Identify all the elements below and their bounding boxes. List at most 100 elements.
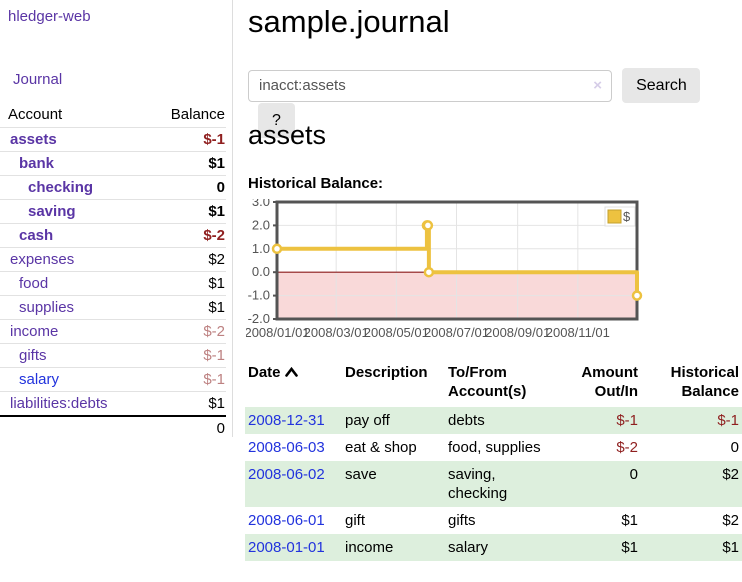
register-header-row: Date Description To/From Account(s) Amou… bbox=[245, 360, 742, 407]
account-row: gifts $-1 bbox=[0, 343, 226, 368]
account-row: supplies $1 bbox=[0, 295, 226, 320]
sidebar: hledger-web Journal Account Balance asse… bbox=[0, 0, 233, 440]
register-table: Date Description To/From Account(s) Amou… bbox=[245, 360, 742, 561]
account-balance: $-2 bbox=[140, 223, 226, 248]
account-balance: $1 bbox=[140, 199, 226, 224]
svg-text:2008/09/01: 2008/09/01 bbox=[485, 325, 550, 340]
column-header-description: Description bbox=[345, 364, 428, 381]
account-row: bank $1 bbox=[0, 151, 226, 176]
account-balance: $1 bbox=[140, 295, 226, 320]
sidebar-item-journal[interactable]: Journal bbox=[13, 71, 63, 88]
transaction-description: save bbox=[345, 466, 377, 483]
svg-text:2.0: 2.0 bbox=[252, 217, 270, 232]
account-row: saving $1 bbox=[0, 199, 226, 224]
account-row: salary $-1 bbox=[0, 367, 226, 392]
account-row: liabilities:debts $1 bbox=[0, 391, 226, 416]
transaction-balance: $-1 bbox=[717, 412, 739, 429]
transaction-description: gift bbox=[345, 512, 366, 529]
register-row: 2008-01-01 income salary $1 $1 bbox=[245, 534, 742, 561]
account-link[interactable]: supplies bbox=[19, 299, 75, 316]
transaction-amount: $-2 bbox=[616, 439, 638, 456]
transaction-description: pay off bbox=[345, 412, 390, 429]
account-row: income $-2 bbox=[0, 319, 226, 344]
column-header-date-sortable[interactable]: Date bbox=[245, 360, 342, 407]
transaction-accounts: saving, checking bbox=[448, 466, 508, 502]
account-link[interactable]: liabilities:debts bbox=[10, 395, 108, 412]
transaction-accounts: salary bbox=[448, 539, 489, 556]
svg-text:2008/11/01: 2008/11/01 bbox=[546, 325, 610, 340]
svg-text:2008/05/01: 2008/05/01 bbox=[364, 325, 429, 340]
account-link[interactable]: food bbox=[19, 275, 49, 292]
app-brand-link[interactable]: hledger-web bbox=[8, 8, 91, 25]
register-row: 2008-06-01 gift gifts $1 $2 bbox=[245, 507, 742, 534]
transaction-date-link[interactable]: 2008-06-02 bbox=[248, 466, 325, 483]
account-balance: $-1 bbox=[140, 127, 226, 152]
register-row: 2008-12-31 pay off debts $-1 $-1 bbox=[245, 407, 742, 434]
transaction-date-link[interactable]: 2008-12-31 bbox=[248, 412, 325, 429]
svg-text:2008/07/01: 2008/07/01 bbox=[424, 325, 489, 340]
help-button[interactable]: ? bbox=[258, 103, 295, 138]
column-header-balance: Historical Balance bbox=[670, 364, 739, 400]
search-form: × Search ? bbox=[248, 68, 742, 138]
chart-title: Historical Balance: bbox=[248, 175, 384, 192]
account-link[interactable]: checking bbox=[28, 179, 94, 196]
search-input[interactable] bbox=[248, 69, 612, 102]
transaction-balance: $1 bbox=[722, 539, 739, 556]
accounts-column-header-account: Account bbox=[8, 106, 63, 123]
search-button[interactable]: Search bbox=[622, 68, 701, 103]
account-balance: $1 bbox=[140, 151, 226, 176]
svg-text:2008/03/01: 2008/03/01 bbox=[304, 325, 369, 340]
clear-search-icon[interactable]: × bbox=[593, 76, 602, 94]
account-heading: assets bbox=[248, 120, 327, 150]
svg-text:0.0: 0.0 bbox=[252, 264, 270, 279]
account-link[interactable]: expenses bbox=[10, 251, 75, 268]
column-header-amount: Amount Out/In bbox=[581, 364, 638, 400]
transaction-amount: $-1 bbox=[616, 412, 638, 429]
svg-text:$: $ bbox=[623, 209, 631, 224]
register-row: 2008-06-03 eat & shop food, supplies $-2 0 bbox=[245, 434, 742, 461]
transaction-description: income bbox=[345, 539, 394, 556]
account-row: expenses $2 bbox=[0, 247, 226, 272]
account-link[interactable]: saving bbox=[28, 203, 76, 220]
transaction-date-link[interactable]: 2008-06-03 bbox=[248, 439, 325, 456]
account-link[interactable]: gifts bbox=[19, 347, 47, 364]
historical-balance-chart: 3.0 2.0 1.0 0.0 -1.0 -2.0 2008/01/01 2008/03/01… bbox=[244, 194, 742, 349]
page-title: sample.journal bbox=[248, 4, 450, 39]
transaction-balance: $2 bbox=[722, 466, 739, 483]
account-link[interactable]: bank bbox=[19, 155, 55, 172]
transaction-balance: 0 bbox=[730, 439, 739, 456]
accounts-total-row: 0 bbox=[0, 415, 226, 440]
account-row: assets $-1 bbox=[0, 127, 226, 152]
transaction-description: eat & shop bbox=[345, 439, 417, 456]
accounts-column-header-balance: Balance bbox=[170, 106, 225, 123]
transaction-amount: $1 bbox=[621, 539, 638, 556]
svg-text:1.0: 1.0 bbox=[252, 241, 270, 256]
column-header-accounts: To/From Account(s) bbox=[448, 364, 527, 400]
account-balance: $1 bbox=[140, 271, 226, 296]
svg-text:3.0: 3.0 bbox=[252, 199, 270, 209]
main-panel: sample.journal × Search ? assets Histori… bbox=[233, 0, 742, 582]
transaction-date-link[interactable]: 2008-06-01 bbox=[248, 512, 325, 529]
account-balance: $1 bbox=[140, 391, 226, 416]
account-balance: $-1 bbox=[140, 367, 226, 392]
account-link[interactable]: salary bbox=[19, 371, 60, 388]
account-link[interactable]: assets bbox=[10, 131, 57, 148]
account-link[interactable]: income bbox=[10, 323, 59, 340]
account-balance: $-1 bbox=[140, 343, 226, 368]
register-row: 2008-06-02 save saving, checking 0 $2 bbox=[245, 461, 742, 507]
account-balance: $2 bbox=[140, 247, 226, 272]
transaction-date-link[interactable]: 2008-01-01 bbox=[248, 539, 325, 556]
transaction-accounts: food, supplies bbox=[448, 439, 541, 456]
svg-text:-1.0: -1.0 bbox=[248, 288, 270, 303]
account-balance: 0 bbox=[140, 175, 226, 200]
account-row: checking 0 bbox=[0, 175, 226, 200]
transaction-accounts: gifts bbox=[448, 512, 476, 529]
transaction-amount: $1 bbox=[621, 512, 638, 529]
account-link[interactable]: cash bbox=[19, 227, 54, 244]
transaction-balance: $2 bbox=[722, 512, 739, 529]
account-row: cash $-2 bbox=[0, 223, 226, 248]
account-row: food $1 bbox=[0, 271, 226, 296]
accounts-total-value: 0 bbox=[140, 415, 226, 440]
svg-text:2008/01/01: 2008/01/01 bbox=[246, 325, 310, 340]
sort-ascending-icon bbox=[284, 363, 298, 382]
